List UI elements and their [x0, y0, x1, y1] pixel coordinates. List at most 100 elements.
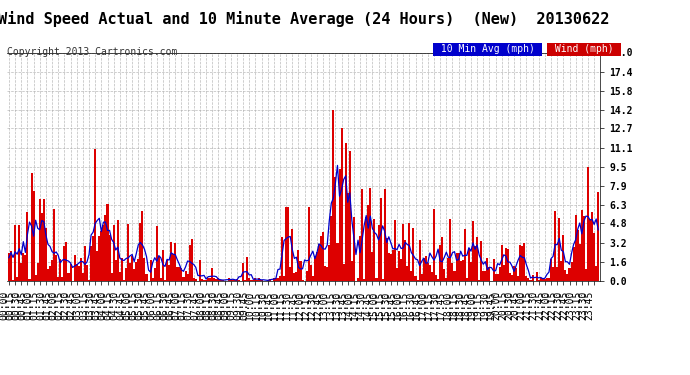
Bar [361, 189, 363, 281]
Bar [554, 211, 556, 281]
Bar [413, 228, 415, 281]
Bar [575, 215, 577, 281]
Bar [402, 224, 404, 281]
Bar [253, 280, 255, 281]
Bar [431, 273, 433, 281]
Bar [337, 243, 339, 281]
Bar [139, 223, 141, 281]
Bar [380, 198, 382, 281]
Bar [281, 237, 283, 281]
Bar [482, 271, 484, 281]
Bar [90, 246, 92, 281]
Bar [186, 274, 188, 281]
Bar [168, 265, 170, 281]
Bar [84, 246, 86, 281]
Bar [564, 270, 566, 281]
Bar [108, 235, 110, 281]
Bar [283, 276, 285, 281]
Bar [255, 278, 257, 281]
Text: 10 Min Avg (mph): 10 Min Avg (mph) [435, 44, 540, 54]
Bar [435, 275, 437, 281]
Bar [154, 268, 156, 281]
Bar [94, 149, 96, 281]
Bar [144, 258, 146, 281]
Bar [544, 279, 546, 281]
Bar [497, 274, 499, 281]
Bar [581, 210, 583, 281]
Bar [538, 280, 540, 281]
Bar [369, 188, 371, 281]
Bar [363, 279, 365, 281]
Bar [125, 268, 127, 281]
Bar [306, 272, 308, 281]
Bar [573, 247, 575, 281]
Bar [53, 209, 55, 281]
Bar [55, 255, 57, 281]
Bar [529, 280, 531, 281]
Bar [82, 273, 84, 281]
Bar [98, 236, 100, 281]
Bar [209, 278, 211, 281]
Bar [579, 244, 581, 281]
Bar [133, 269, 135, 281]
Bar [320, 236, 322, 281]
Bar [373, 219, 375, 281]
Bar [70, 264, 72, 281]
Bar [43, 199, 45, 281]
Bar [591, 212, 593, 281]
Bar [293, 273, 295, 281]
Bar [148, 280, 150, 281]
Bar [542, 279, 544, 281]
Bar [22, 253, 24, 281]
Bar [230, 279, 232, 281]
Bar [343, 264, 345, 281]
Bar [205, 280, 207, 281]
Bar [195, 279, 197, 281]
Bar [92, 236, 94, 281]
Bar [333, 110, 335, 281]
Bar [207, 278, 209, 281]
Bar [421, 274, 423, 281]
Bar [68, 273, 70, 281]
Bar [201, 279, 203, 281]
Bar [308, 207, 310, 281]
Bar [598, 192, 600, 281]
Bar [279, 276, 281, 281]
Bar [474, 246, 476, 281]
Bar [415, 276, 417, 281]
Bar [295, 272, 297, 281]
Bar [550, 259, 552, 281]
Bar [406, 266, 408, 281]
Bar [246, 257, 248, 281]
Bar [375, 278, 377, 281]
Bar [12, 280, 14, 281]
Bar [297, 251, 299, 281]
Bar [310, 266, 312, 281]
Bar [367, 205, 369, 281]
Bar [123, 280, 125, 281]
Bar [228, 278, 230, 281]
Bar [110, 273, 112, 281]
Bar [357, 278, 359, 281]
Bar [170, 242, 172, 281]
Bar [457, 253, 460, 281]
Bar [411, 270, 413, 281]
Bar [112, 225, 115, 281]
Bar [511, 274, 513, 281]
Bar [273, 279, 275, 281]
Bar [480, 241, 482, 281]
Bar [505, 248, 507, 281]
Bar [353, 216, 355, 281]
Bar [556, 267, 558, 281]
Bar [240, 280, 242, 281]
Bar [326, 267, 328, 281]
Bar [28, 279, 30, 281]
Bar [8, 253, 10, 281]
Bar [100, 231, 102, 281]
Bar [560, 261, 562, 281]
Bar [396, 268, 398, 281]
Bar [476, 237, 478, 281]
Bar [546, 278, 548, 281]
Bar [365, 217, 367, 281]
Bar [257, 280, 259, 281]
